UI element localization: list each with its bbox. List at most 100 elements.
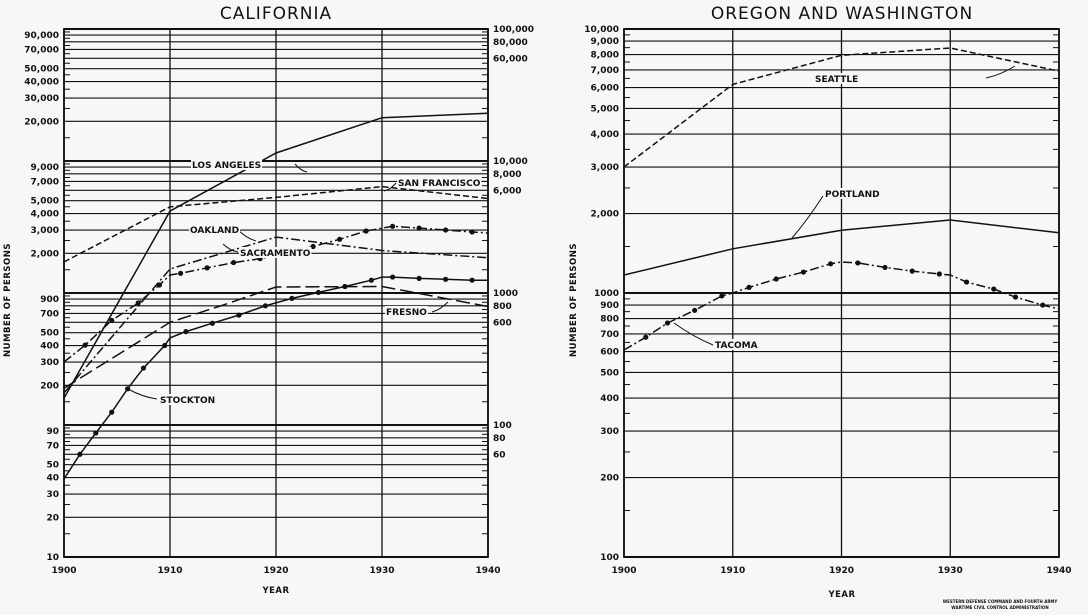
y-tick-label: 1000: [493, 289, 518, 299]
chart-california: 10 20 30 40 50 60 70 80 90 100 200 300 400 500 600 700 8…: [24, 25, 534, 576]
data-point-tacoma: [936, 271, 942, 277]
chart-title-california: CALIFORNIA: [220, 4, 332, 24]
x-tick-label: 1920: [829, 566, 854, 576]
y-tick-label: 9,000: [591, 37, 619, 47]
y-tick-label: 8,000: [493, 170, 521, 180]
data-point-tacoma: [882, 264, 888, 271]
data-point-tacoma: [991, 286, 997, 292]
series-label-stockton: STOCKTON: [160, 396, 215, 406]
y-tick-label: 100: [600, 553, 619, 563]
data-point-tacoma: [909, 268, 915, 274]
data-point-tacoma: [1012, 294, 1019, 300]
leader-line-sacramento: [222, 243, 239, 253]
series-label-fresno: FRESNO: [386, 308, 427, 318]
data-point-sacramento: [231, 259, 237, 266]
data-point-stockton: [209, 320, 215, 326]
y-tick-label: 700: [600, 330, 619, 340]
series-label-tacoma: TACOMA: [715, 341, 758, 351]
data-point-tacoma: [692, 307, 698, 313]
y-tick-label: 6,000: [591, 84, 619, 94]
y-tick-label: 800: [493, 302, 512, 312]
series-label-san-francisco: SAN FRANCISCO: [398, 179, 481, 189]
y-tick-label: 4,000: [31, 210, 59, 220]
data-point-sacramento: [82, 342, 88, 348]
x-axis-label-oregon-washington: YEAR: [827, 590, 855, 600]
series-line-seattle: [623, 47, 1060, 168]
chart-oregon-washington: 100 200 300 400 500 600 700 800 900 1000 2,000 3,00…: [584, 25, 1071, 576]
y-axis-label-oregon-washington: NUMBER OF PERSONS: [569, 243, 579, 357]
data-point-tacoma: [828, 261, 834, 267]
credit-line-2: WARTIME CIVIL CONTROL ADMINISTRATION: [951, 605, 1049, 610]
y-tick-label: 900: [600, 301, 619, 311]
y-tick-label: 40: [46, 474, 59, 484]
y-tick-label: 10: [46, 553, 59, 563]
y-tick-label: 20,000: [24, 117, 59, 127]
data-point-tacoma: [855, 260, 861, 266]
y-tick-label: 400: [600, 394, 619, 404]
y-tick-label: 7,000: [31, 177, 59, 187]
y-tick-label: 2,000: [591, 210, 619, 220]
y-tick-label: 10,000: [584, 25, 619, 35]
data-point-stockton: [162, 342, 168, 349]
y-tick-label: 60,000: [493, 54, 528, 64]
data-point-sacramento: [390, 223, 396, 229]
y-tick-label: 300: [40, 358, 59, 368]
y-tick-label: 60: [493, 450, 506, 460]
series-label-bg: [397, 177, 482, 188]
y-tick-label: 8,000: [591, 51, 619, 61]
data-point-tacoma: [643, 334, 649, 340]
data-point-sacramento: [204, 265, 210, 271]
data-point-stockton: [315, 289, 321, 296]
series-label-bg: [239, 247, 312, 258]
credit-line-1: WESTERN DEFENSE COMMAND AND FOURTH ARMY: [943, 599, 1058, 604]
series-line-fresno: [63, 285, 489, 389]
series-label-oakland: OAKLAND: [190, 226, 239, 236]
x-tick-label: 1930: [938, 566, 963, 576]
series-line-los-angeles: [63, 112, 489, 399]
y-tick-label: 800: [600, 315, 619, 325]
x-axis-label-california: YEAR: [261, 586, 289, 596]
series-label-los-angeles: LOS ANGELES: [192, 161, 261, 171]
data-point-stockton: [183, 329, 189, 335]
y-tick-label: 80: [493, 434, 506, 444]
series-line-oakland: [63, 236, 489, 394]
x-tick-label: 1910: [720, 566, 745, 576]
data-point-tacoma: [746, 284, 752, 291]
data-point-sacramento: [416, 225, 422, 231]
data-point-sacramento: [337, 236, 343, 242]
leader-line-portland: [791, 195, 824, 239]
y-tick-label: 3,000: [31, 226, 59, 236]
y-tick-label: 30,000: [24, 94, 59, 104]
leader-line-tacoma: [673, 322, 714, 346]
y-tick-label: 500: [40, 329, 59, 339]
series-line-stockton: [63, 276, 488, 480]
y-tick-label: 40,000: [24, 78, 59, 88]
series-line-tacoma: [623, 261, 1060, 351]
leader-line-fresno: [431, 301, 449, 313]
data-point-stockton: [93, 430, 99, 436]
data-point-stockton: [390, 274, 396, 280]
y-tick-label: 70: [46, 441, 59, 451]
y-tick-label: 30: [46, 490, 59, 500]
data-point-stockton: [140, 365, 147, 371]
data-point-stockton: [77, 451, 83, 457]
chart-title-oregon-washington: OREGON AND WASHINGTON: [711, 4, 973, 24]
y-tick-label: 5,000: [31, 197, 59, 207]
data-point-stockton: [289, 295, 295, 302]
data-point-sacramento: [135, 300, 141, 306]
x-tick-label: 1900: [51, 566, 76, 576]
y-tick-label: 1000: [594, 289, 619, 299]
data-point-stockton: [125, 386, 131, 392]
data-point-stockton: [236, 312, 242, 318]
series-label-bg: [714, 339, 759, 350]
y-tick-label: 50: [46, 461, 59, 471]
leader-line-los-angeles: [294, 163, 308, 173]
series-line-san-francisco: [63, 185, 489, 263]
data-point-sacramento: [178, 270, 184, 276]
series-label-bg: [159, 394, 217, 405]
data-point-tacoma: [773, 276, 779, 282]
y-tick-label: 7,000: [591, 66, 619, 76]
y-tick-label: 6,000: [493, 186, 521, 196]
leader-line-san-francisco: [383, 182, 397, 192]
y-tick-label: 10,000: [493, 157, 528, 167]
